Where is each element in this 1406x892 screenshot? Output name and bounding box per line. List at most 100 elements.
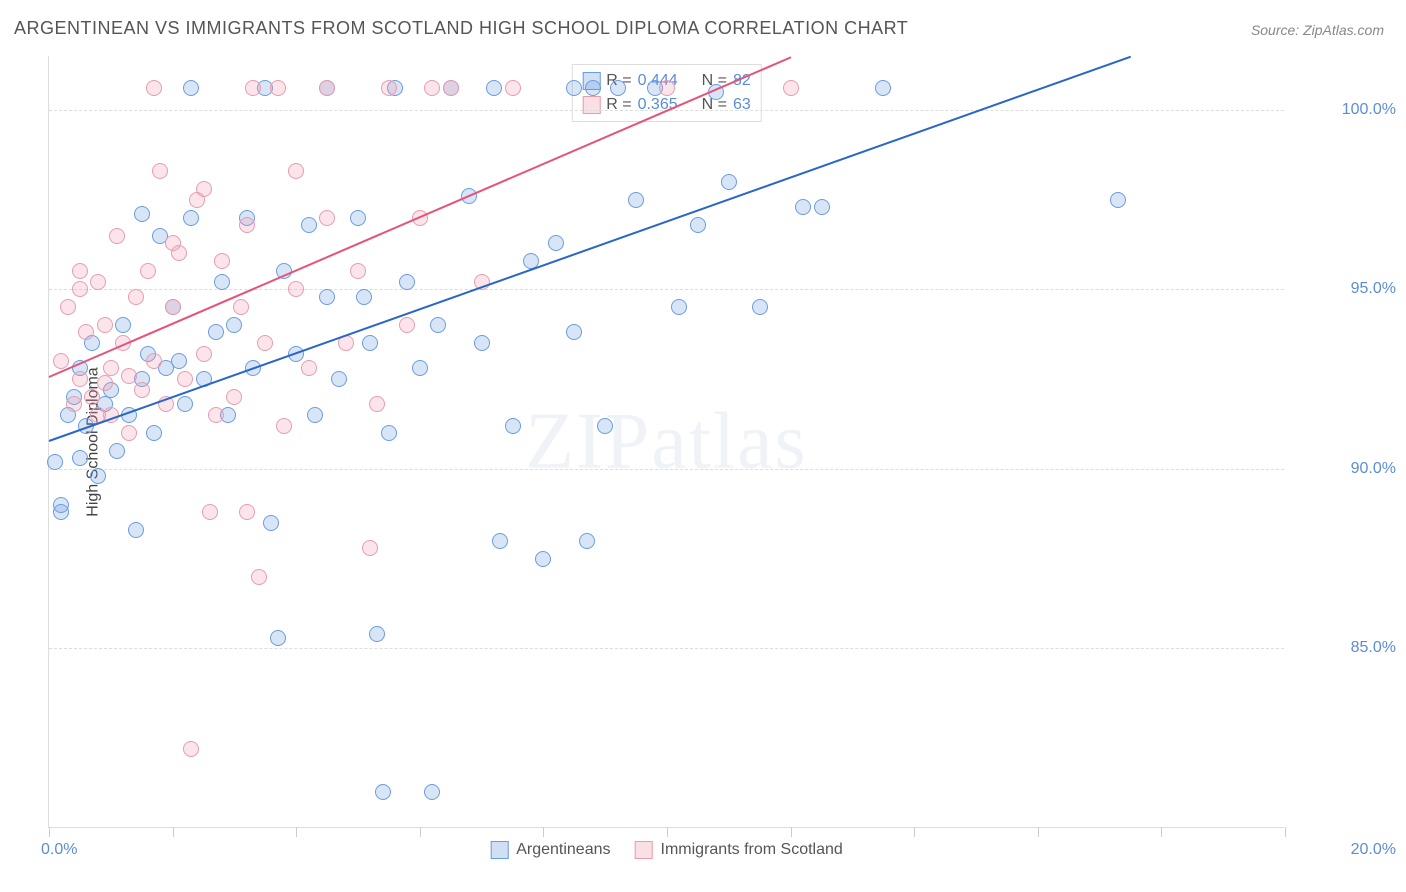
legend-label: Immigrants from Scotland [661, 841, 843, 859]
scatter-point [369, 396, 385, 412]
scatter-point [177, 396, 193, 412]
scatter-point [208, 324, 224, 340]
scatter-point [121, 368, 137, 384]
scatter-point [97, 375, 113, 391]
chart-container: ARGENTINEAN VS IMMIGRANTS FROM SCOTLAND … [0, 0, 1406, 892]
scatter-point [331, 371, 347, 387]
scatter-point [430, 317, 446, 333]
scatter-point [597, 418, 613, 434]
scatter-point [566, 80, 582, 96]
x-tick [667, 827, 668, 837]
scatter-point [121, 425, 137, 441]
scatter-point [78, 324, 94, 340]
scatter-point [128, 522, 144, 538]
scatter-point [226, 317, 242, 333]
scatter-point [319, 210, 335, 226]
legend-stat-row: R = 0.365N = 63 [582, 93, 751, 117]
scatter-point [270, 80, 286, 96]
scatter-point [307, 407, 323, 423]
scatter-point [239, 504, 255, 520]
legend-series: ArgentineansImmigrants from Scotland [490, 841, 843, 859]
x-label-max: 20.0% [1351, 841, 1396, 859]
scatter-point [202, 504, 218, 520]
scatter-point [245, 80, 261, 96]
gridline [49, 648, 1284, 649]
scatter-point [239, 217, 255, 233]
watermark: ZIPatlas [525, 396, 808, 487]
y-tick-label: 85.0% [1351, 639, 1396, 657]
gridline [49, 469, 1284, 470]
gridline [49, 289, 1284, 290]
x-tick [791, 827, 792, 837]
scatter-point [659, 80, 675, 96]
scatter-point [208, 407, 224, 423]
scatter-point [214, 274, 230, 290]
scatter-point [690, 217, 706, 233]
scatter-point [90, 468, 106, 484]
scatter-point [362, 335, 378, 351]
scatter-point [486, 80, 502, 96]
scatter-point [165, 299, 181, 315]
scatter-point [109, 228, 125, 244]
scatter-point [566, 324, 582, 340]
scatter-point [505, 418, 521, 434]
x-label-min: 0.0% [41, 841, 77, 859]
scatter-point [288, 163, 304, 179]
scatter-point [60, 299, 76, 315]
y-tick-label: 90.0% [1351, 460, 1396, 478]
scatter-point [214, 253, 230, 269]
scatter-point [288, 281, 304, 297]
scatter-point [814, 199, 830, 215]
scatter-point [66, 396, 82, 412]
legend-swatch [582, 96, 600, 114]
scatter-point [152, 163, 168, 179]
n-value: 63 [733, 93, 751, 117]
scatter-point [350, 263, 366, 279]
scatter-point [171, 245, 187, 261]
scatter-point [146, 80, 162, 96]
scatter-point [783, 80, 799, 96]
scatter-point [1110, 192, 1126, 208]
scatter-point [585, 80, 601, 96]
scatter-point [548, 235, 564, 251]
scatter-point [257, 335, 273, 351]
scatter-point [134, 382, 150, 398]
scatter-point [795, 199, 811, 215]
x-tick [173, 827, 174, 837]
scatter-point [369, 626, 385, 642]
scatter-point [356, 289, 372, 305]
scatter-point [196, 346, 212, 362]
scatter-point [301, 360, 317, 376]
scatter-point [183, 210, 199, 226]
x-tick [1285, 827, 1286, 837]
scatter-point [84, 389, 100, 405]
y-tick-label: 100.0% [1342, 101, 1396, 119]
scatter-point [90, 274, 106, 290]
scatter-point [171, 353, 187, 369]
scatter-point [628, 192, 644, 208]
scatter-point [177, 371, 193, 387]
scatter-point [72, 263, 88, 279]
legend-swatch [490, 841, 508, 859]
scatter-point [183, 80, 199, 96]
legend-swatch [635, 841, 653, 859]
scatter-point [103, 360, 119, 376]
scatter-point [196, 181, 212, 197]
x-tick [296, 827, 297, 837]
x-tick [1161, 827, 1162, 837]
scatter-point [399, 317, 415, 333]
x-tick [420, 827, 421, 837]
scatter-point [875, 80, 891, 96]
scatter-point [146, 353, 162, 369]
scatter-point [72, 450, 88, 466]
scatter-point [270, 630, 286, 646]
scatter-point [233, 299, 249, 315]
scatter-point [350, 210, 366, 226]
scatter-point [183, 741, 199, 757]
chart-title: ARGENTINEAN VS IMMIGRANTS FROM SCOTLAND … [14, 18, 908, 39]
scatter-point [109, 443, 125, 459]
scatter-point [319, 289, 335, 305]
r-label: R = [606, 93, 631, 117]
scatter-point [381, 80, 397, 96]
x-tick [914, 827, 915, 837]
